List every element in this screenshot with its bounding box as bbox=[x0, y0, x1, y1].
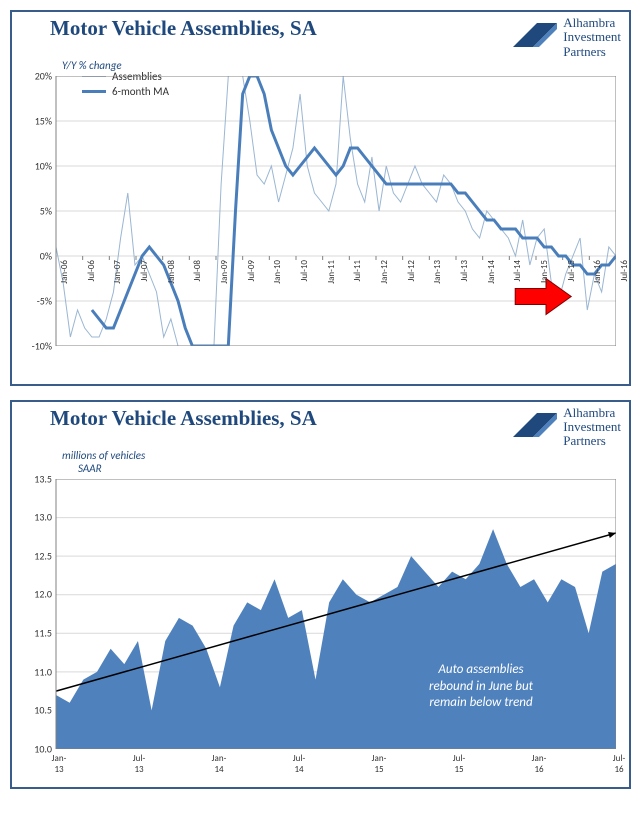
x-tick-label: Jul-14 bbox=[512, 260, 523, 282]
logo-icon bbox=[513, 19, 557, 55]
y-tick-label: 10.5 bbox=[34, 704, 52, 717]
y-tick-label: 20% bbox=[35, 69, 52, 82]
x-tick-label: Jul-15 bbox=[566, 260, 577, 282]
y-tick-label: 13.5 bbox=[34, 472, 52, 485]
y-tick-label: 12.0 bbox=[34, 588, 52, 601]
x-tick-label: Jan-13 bbox=[44, 753, 74, 775]
y-tick-label: 5% bbox=[40, 204, 52, 217]
x-tick-label: Jan-06 bbox=[59, 260, 70, 284]
chart-panel-level: Motor Vehicle Assemblies, SA Alhambra In… bbox=[10, 400, 631, 789]
chart2-header: Motor Vehicle Assemblies, SA Alhambra In… bbox=[12, 402, 629, 449]
anno-line2: rebound in June but bbox=[406, 679, 556, 696]
anno-line3: remain below trend bbox=[406, 695, 556, 712]
chart1-header: Motor Vehicle Assemblies, SA Alhambra In… bbox=[12, 12, 629, 59]
x-tick-label: Jul-16 bbox=[604, 753, 634, 775]
x-tick-label: Jan-14 bbox=[486, 260, 497, 284]
y-tick-label: 10% bbox=[35, 159, 52, 172]
x-tick-label: Jan-16 bbox=[592, 260, 603, 284]
x-tick-label: Jan-15 bbox=[539, 260, 550, 284]
x-tick-label: Jul-11 bbox=[352, 260, 363, 282]
brand-logo-2: Alhambra Investment Partners bbox=[513, 406, 621, 449]
x-tick-label: Jul-13 bbox=[124, 753, 154, 775]
x-tick-label: Jan-13 bbox=[432, 260, 443, 284]
chart1-x-axis: Jan-06 Jul-06 Jan-07 Jul-07 Jan-08 Jul-08 Jan-… bbox=[20, 260, 616, 380]
brand-line3: Partners bbox=[563, 45, 621, 59]
brand-line1-b: Alhambra bbox=[563, 406, 621, 420]
x-tick-label: Jan-09 bbox=[219, 260, 230, 284]
x-tick-label: Jan-16 bbox=[524, 753, 554, 775]
x-tick-label: Jul-13 bbox=[459, 260, 470, 282]
y-tick-label: 11.0 bbox=[34, 665, 52, 678]
y-tick-label: 13.0 bbox=[34, 511, 52, 524]
x-tick-label: Jul-08 bbox=[192, 260, 203, 282]
chart-panel-yoy: Motor Vehicle Assemblies, SA Alhambra In… bbox=[10, 10, 631, 386]
chart2-subtitle1: millions of vehicles bbox=[12, 449, 629, 462]
x-tick-label: Jul-16 bbox=[619, 260, 630, 282]
chart1-plot: -10%-5%0%5%10%15%20% Jan-06Jul-06Jan-07J… bbox=[20, 76, 621, 380]
x-tick-label: Jan-12 bbox=[379, 260, 390, 284]
logo-icon-2 bbox=[513, 409, 557, 445]
chart2-title: Motor Vehicle Assemblies, SA bbox=[20, 406, 317, 431]
x-tick-label: Jan-07 bbox=[112, 260, 123, 284]
logo-text-2: Alhambra Investment Partners bbox=[563, 406, 621, 449]
x-tick-label: Jul-15 bbox=[444, 753, 474, 775]
brand-logo: Alhambra Investment Partners bbox=[513, 16, 621, 59]
x-tick-label: Jan-11 bbox=[326, 260, 337, 284]
chart2-y-axis: 10.010.511.011.512.012.513.013.5 bbox=[20, 479, 54, 749]
x-tick-label: Jul-10 bbox=[299, 260, 310, 282]
brand-line2: Investment bbox=[563, 30, 621, 44]
chart2-annotation: Auto assemblies rebound in June but rema… bbox=[406, 662, 556, 713]
x-tick-label: Jan-10 bbox=[272, 260, 283, 284]
brand-line3-b: Partners bbox=[563, 434, 621, 448]
x-tick-label: Jul-09 bbox=[246, 260, 257, 282]
brand-line1: Alhambra bbox=[563, 16, 621, 30]
x-tick-label: Jan-14 bbox=[204, 753, 234, 775]
x-tick-label: Jul-14 bbox=[284, 753, 314, 775]
anno-line1: Auto assemblies bbox=[406, 662, 556, 679]
brand-line2-b: Investment bbox=[563, 420, 621, 434]
logo-text: Alhambra Investment Partners bbox=[563, 16, 621, 59]
chart1-title: Motor Vehicle Assemblies, SA bbox=[20, 16, 317, 41]
x-tick-label: Jan-15 bbox=[364, 753, 394, 775]
chart2-plot: 10.010.511.011.512.012.513.013.5 Auto as… bbox=[20, 479, 621, 783]
x-tick-label: Jul-07 bbox=[139, 260, 150, 282]
x-tick-label: Jan-08 bbox=[166, 260, 177, 284]
x-tick-label: Jul-06 bbox=[86, 260, 97, 282]
x-tick-label: Jul-12 bbox=[406, 260, 417, 282]
y-tick-label: 12.5 bbox=[34, 549, 52, 562]
chart2-subtitle2: SAAR bbox=[12, 462, 629, 475]
y-tick-label: 15% bbox=[35, 114, 52, 127]
y-tick-label: 11.5 bbox=[34, 627, 52, 640]
